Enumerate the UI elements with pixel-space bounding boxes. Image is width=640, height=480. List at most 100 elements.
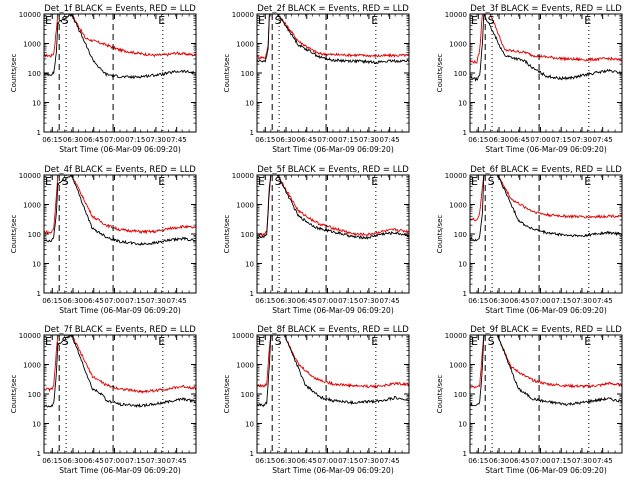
x-tick-label: 06:30 (489, 297, 509, 305)
x-tick-label: 06:45 (510, 136, 530, 144)
time-marker-label: E (158, 14, 165, 27)
y-tick-label: 10000 (445, 11, 467, 19)
x-tick-label: 06:15 (468, 457, 488, 465)
y-tick-label: 1000 (449, 41, 467, 49)
x-axis-label: Start Time (06-Mar-09 06:09:20) (59, 145, 181, 154)
y-tick-label: 1000 (23, 202, 41, 210)
y-tick-label: 10000 (19, 11, 41, 19)
series-lld-line (44, 14, 196, 58)
time-marker-label: S (62, 335, 69, 348)
panel-title: Det_5f BLACK = Events, RED = LLD (257, 165, 409, 175)
series-lld-line (470, 14, 622, 64)
y-tick-label: 100 (454, 391, 467, 399)
y-tick-label: 1 (463, 129, 467, 137)
x-tick-label: 07:45 (380, 297, 400, 305)
x-tick-label: 07:15 (551, 457, 571, 465)
series-events-line (257, 335, 409, 408)
x-tick-label: 06:30 (63, 297, 83, 305)
plot-frame (256, 13, 410, 133)
x-tick-label: 07:00 (104, 136, 124, 144)
y-tick-label: 10 (32, 261, 41, 269)
y-tick-label: 1000 (449, 362, 467, 370)
time-marker-label: E (584, 175, 591, 188)
series-events-line (44, 14, 196, 79)
x-tick-label: 07:45 (593, 136, 613, 144)
x-tick-label: 07:30 (572, 136, 592, 144)
time-marker-label: E (45, 175, 52, 188)
x-tick-label: 06:45 (84, 457, 104, 465)
x-tick-label: 07:45 (380, 457, 400, 465)
x-tick-label: 07:00 (317, 297, 337, 305)
series-events-line (470, 335, 622, 407)
y-tick-label: 100 (454, 231, 467, 239)
y-tick-label: 10000 (232, 172, 254, 180)
y-tick-label: 10 (245, 421, 254, 429)
x-tick-label: 07:30 (572, 457, 592, 465)
series-events-line (257, 175, 409, 240)
y-tick-label: 1 (250, 450, 254, 458)
x-tick-label: 07:30 (146, 297, 166, 305)
y-tick-label: 100 (28, 391, 41, 399)
y-axis-label: Counts/sec (436, 54, 444, 93)
x-tick-label: 07:45 (167, 297, 187, 305)
plot-frame (469, 334, 623, 454)
y-tick-label: 10 (458, 100, 467, 108)
y-axis-label: Counts/sec (223, 215, 231, 254)
y-axis-label: Counts/sec (10, 375, 18, 414)
x-tick-label: 07:00 (530, 457, 550, 465)
y-tick-label: 1 (250, 290, 254, 298)
series-events-line (470, 175, 622, 242)
panel-title: Det_1f BLACK = Events, RED = LLD (44, 4, 196, 14)
x-tick-label: 06:45 (84, 297, 104, 305)
x-tick-label: 07:15 (125, 457, 145, 465)
y-axis-label: Counts/sec (223, 375, 231, 414)
time-marker-label: E (471, 335, 478, 348)
time-marker-label: S (488, 335, 495, 348)
time-marker-label: E (158, 335, 165, 348)
x-tick-label: 07:30 (359, 457, 379, 465)
x-tick-label: 07:15 (551, 297, 571, 305)
y-tick-label: 1 (250, 129, 254, 137)
series-lld-line (470, 335, 622, 389)
time-marker-label: E (584, 335, 591, 348)
x-tick-label: 06:45 (297, 136, 317, 144)
x-axis-label: Start Time (06-Mar-09 06:09:20) (272, 145, 394, 154)
y-tick-label: 10000 (445, 172, 467, 180)
y-tick-label: 1000 (23, 41, 41, 49)
x-tick-label: 07:30 (359, 297, 379, 305)
x-tick-label: 06:30 (276, 457, 296, 465)
y-tick-label: 10000 (232, 332, 254, 340)
y-axis-label: Counts/sec (436, 215, 444, 254)
y-tick-label: 10 (245, 100, 254, 108)
time-marker-label: E (258, 335, 265, 348)
time-marker-label: E (371, 14, 378, 27)
x-tick-label: 06:45 (510, 457, 530, 465)
x-tick-label: 07:45 (167, 457, 187, 465)
x-tick-label: 07:00 (317, 136, 337, 144)
time-marker-label: S (488, 175, 495, 188)
x-tick-label: 07:15 (551, 136, 571, 144)
x-tick-label: 06:15 (468, 136, 488, 144)
panel-title: Det_3f BLACK = Events, RED = LLD (470, 4, 622, 14)
x-tick-label: 07:45 (167, 136, 187, 144)
x-axis-label: Start Time (06-Mar-09 06:09:20) (59, 306, 181, 315)
plot-frame (256, 174, 410, 294)
y-tick-label: 1000 (449, 202, 467, 210)
x-tick-label: 06:30 (276, 297, 296, 305)
time-marker-label: E (471, 14, 478, 27)
y-tick-label: 10000 (445, 332, 467, 340)
y-tick-label: 10 (458, 421, 467, 429)
x-tick-label: 06:15 (255, 136, 275, 144)
time-marker-label: E (45, 335, 52, 348)
y-axis-label: Counts/sec (10, 54, 18, 93)
y-tick-label: 1000 (236, 362, 254, 370)
x-tick-label: 07:15 (125, 136, 145, 144)
x-axis-label: Start Time (06-Mar-09 06:09:20) (59, 466, 181, 475)
panel-title: Det_2f BLACK = Events, RED = LLD (257, 4, 409, 14)
x-tick-label: 07:15 (338, 457, 358, 465)
